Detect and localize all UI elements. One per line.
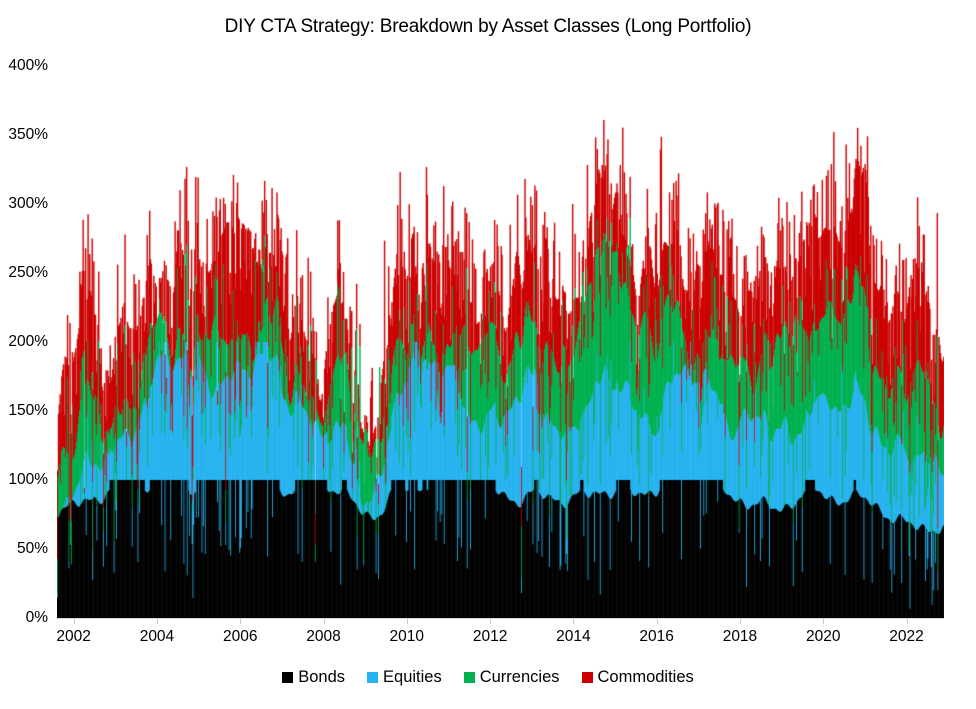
x-tick-label: 2002 (56, 628, 91, 645)
x-tick-label: 2006 (222, 628, 258, 645)
chart-title: DIY CTA Strategy: Breakdown by Asset Cla… (224, 16, 752, 37)
x-tick-label: 2008 (306, 628, 341, 645)
y-tick-label: 100% (8, 471, 48, 488)
x-axis-line (57, 618, 944, 619)
x-tick-mark (156, 619, 158, 624)
chart-legend: Bonds Equities Currencies Commodities (0, 668, 976, 687)
x-tick-mark (323, 619, 325, 624)
legend-item-equities[interactable]: Equities (367, 668, 442, 687)
legend-label: Equities (383, 668, 442, 686)
x-tick-mark (656, 619, 658, 624)
square-swatch-icon (282, 672, 294, 683)
y-tick-label: 400% (8, 57, 48, 74)
x-tick-mark (406, 619, 408, 624)
y-axis: 0% 50% 100% 150% 200% 250% 300% 350% 400% (0, 57, 52, 626)
x-tick-mark (240, 619, 242, 624)
x-tick-mark (73, 619, 75, 624)
plot-area (57, 66, 944, 618)
legend-label: Commodities (597, 668, 694, 686)
x-tick-label: 2012 (472, 628, 508, 645)
square-swatch-icon (463, 672, 475, 683)
legend-label: Bonds (298, 668, 346, 686)
x-tick-mark (823, 619, 825, 624)
x-tick-label: 2020 (805, 628, 841, 645)
square-swatch-icon (581, 672, 593, 683)
legend-item-bonds[interactable]: Bonds (282, 668, 345, 687)
stacked-area-plot (57, 66, 944, 618)
legend-label: Currencies (479, 668, 560, 686)
legend-item-commodities[interactable]: Commodities (581, 668, 694, 687)
x-tick-mark (490, 619, 492, 624)
x-tick-label: 2016 (639, 628, 674, 645)
y-tick-label: 50% (16, 540, 48, 557)
x-axis: 2002 2004 2006 2008 2010 2012 2014 2016 2018 2020… (0, 619, 976, 651)
x-tick-mark (739, 619, 741, 624)
x-tick-label: 2004 (139, 628, 175, 645)
y-tick-label: 300% (8, 195, 48, 212)
y-tick-label: 250% (8, 264, 48, 281)
x-tick-label: 2010 (389, 628, 425, 645)
y-tick-label: 200% (8, 333, 48, 350)
y-tick-label: 0% (25, 609, 48, 626)
y-tick-label: 350% (8, 126, 48, 143)
x-tick-mark (573, 619, 575, 624)
y-tick-label: 150% (8, 402, 48, 419)
legend-item-currencies[interactable]: Currencies (463, 668, 560, 687)
x-tick-label: 2018 (722, 628, 758, 645)
x-tick-label: 2014 (556, 628, 591, 645)
square-swatch-icon (367, 672, 379, 683)
x-tick-mark (906, 619, 908, 624)
x-tick-label: 2022 (889, 628, 924, 645)
